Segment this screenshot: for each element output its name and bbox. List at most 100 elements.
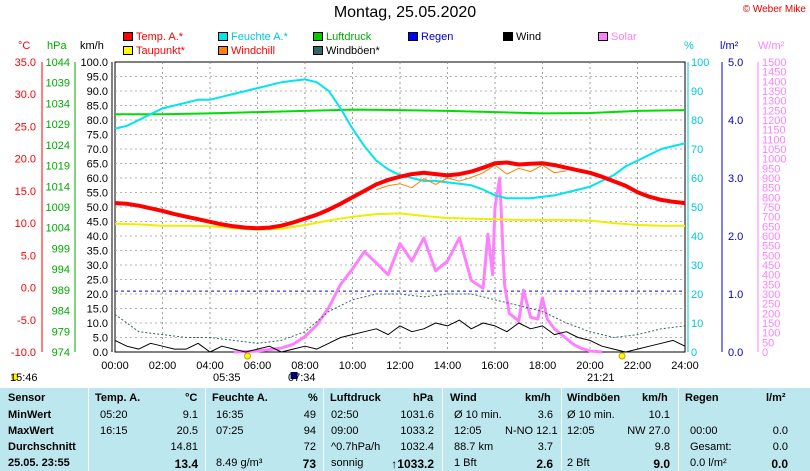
- left-time-label: 15:46: [10, 372, 38, 384]
- pressure-tick-label: 999: [52, 243, 70, 255]
- solar-tick-label: 1300: [762, 96, 786, 108]
- table-cell-w-label: 12:05: [454, 425, 482, 437]
- table-cell-label: Durchschnitt: [8, 441, 76, 453]
- wind-tick-label: 35.0: [87, 246, 108, 258]
- solar-tick-label: 1000: [762, 154, 786, 166]
- legend-swatch: [598, 32, 608, 41]
- wind-tick-label: 60.0: [87, 173, 108, 185]
- legend-item: Temp. A.*: [123, 31, 183, 43]
- legend-item: Solar: [598, 31, 637, 43]
- legend-label: Regen: [421, 31, 454, 43]
- solar-unit: W/m²: [758, 40, 785, 52]
- rain-tick-label: 5.0: [728, 57, 743, 69]
- x-tick-label: 14:00: [434, 360, 462, 372]
- x-tick-label: 16:00: [481, 360, 509, 372]
- solar-tick-label: 700: [762, 212, 780, 224]
- wind-tick-label: 40.0: [87, 231, 108, 243]
- pressure-tick-label: 1039: [46, 78, 70, 90]
- table-cell-w-dir: N-NO 12.1: [505, 425, 558, 437]
- solar-tick-label: 1100: [762, 134, 786, 146]
- legend-item: Feuchte A.*: [218, 31, 288, 43]
- hdr-gust: Windböen: [567, 392, 621, 404]
- solar-tick-label: 250: [762, 299, 780, 311]
- rain-unit: l/m²: [720, 40, 739, 52]
- pressure-tick-label: 1014: [46, 181, 70, 193]
- table-cell-g-val: 9.0: [653, 457, 670, 471]
- temp-unit: °C: [18, 40, 31, 52]
- legend-label: Windböen*: [326, 45, 380, 57]
- solar-tick-label: 1350: [762, 86, 786, 98]
- table-cell-g-label: Ø 10 min.: [567, 409, 615, 421]
- table-cell-label: 25.05. 23:55: [8, 457, 70, 469]
- solar-tick-label: 850: [762, 183, 780, 195]
- legend-swatch: [313, 46, 323, 55]
- legend-item: Windchill: [218, 45, 275, 57]
- wind-tick-label: 25.0: [87, 275, 108, 287]
- legend-swatch: [313, 32, 323, 41]
- table-cell-g-val: 9.8: [654, 441, 670, 453]
- hdr-humidity: Feuchte A.: [212, 392, 268, 404]
- temp-tick-label: -5.0: [17, 315, 36, 327]
- humidity-tick-label: 20: [691, 289, 703, 301]
- table-cell-h-time: 8.49 g/m³: [216, 457, 263, 469]
- table-cell-g-val: 10.1: [648, 409, 670, 421]
- pressure-tick-label: 1044: [46, 57, 70, 69]
- solar-tick-label: 1150: [762, 125, 786, 137]
- wind-tick-label: 0.0: [93, 347, 108, 359]
- legend-label: Feuchte A.*: [231, 31, 288, 43]
- humidity-tick-label: 80: [691, 115, 703, 127]
- solar-tick-label: 100: [762, 328, 780, 340]
- x-tick-label: 06:00: [244, 360, 272, 372]
- series-line-windchill: [376, 164, 567, 191]
- legend-swatch: [123, 32, 133, 41]
- temp-tick-label: 5.0: [21, 250, 36, 262]
- table-cell-p-val: ↑1033.2: [391, 457, 434, 471]
- solar-tick-label: 450: [762, 260, 780, 272]
- chart-title: Montag, 25.05.2020: [333, 4, 477, 21]
- table-cell-r-label: Gesamt:: [690, 441, 732, 453]
- table-cell-p-time: sonnig: [331, 457, 364, 469]
- table-cell-w-val: 2.6: [536, 457, 553, 471]
- table-cell-h-val: 73: [302, 457, 316, 471]
- table-cell-w-label: 1 Bft: [454, 457, 477, 469]
- table-cell-r-val: 0.0: [771, 457, 788, 471]
- table-cell-p-val: 1032.4: [400, 441, 434, 453]
- solar-tick-label: 750: [762, 202, 780, 214]
- table-cell-h-val: 49: [303, 409, 316, 421]
- solar-tick-label: 950: [762, 163, 780, 175]
- x-tick-label: 00:00: [101, 360, 129, 372]
- table-cell-t-val: 14.81: [170, 441, 198, 453]
- table-cell-g-label: 2 Bft: [567, 457, 590, 469]
- x-tick-label: 10:00: [339, 360, 367, 372]
- legend-swatch: [123, 46, 133, 55]
- solar-tick-label: 300: [762, 289, 780, 301]
- sunset-label: 21:21: [587, 372, 615, 384]
- table-cell-t-val: 13.4: [174, 457, 198, 471]
- temp-tick-label: 35.0: [15, 57, 36, 69]
- table-cell-p-val: 1031.6: [400, 409, 434, 421]
- wind-tick-label: 65.0: [87, 159, 108, 171]
- hdr-pressure-unit: hPa: [413, 392, 434, 404]
- chart-canvas: 00:00 02:00 04:00 06:00 08:00 10:00 12:00 14:00…: [11, 57, 786, 381]
- wind-tick-label: 85.0: [87, 101, 108, 113]
- temp-tick-label: 30.0: [15, 89, 36, 101]
- humidity-unit: %: [684, 40, 694, 52]
- solar-tick-label: 1050: [762, 144, 786, 156]
- humidity-tick-label: 10: [691, 318, 703, 330]
- table-cell-h-time: 16:35: [216, 409, 244, 421]
- wind-tick-label: 20.0: [87, 289, 108, 301]
- copyright-label: © Weber Mike: [742, 4, 806, 15]
- legend-swatch: [218, 32, 228, 41]
- humidity-tick-label: 0: [691, 347, 697, 359]
- rain-tick-label: 3.0: [728, 173, 743, 185]
- series-line-solar: [233, 176, 603, 354]
- humidity-tick-label: 30: [691, 260, 703, 272]
- legend-swatch: [408, 32, 418, 41]
- legend-label: Taupunkt*: [136, 45, 185, 57]
- solar-tick-label: 1500: [762, 57, 786, 69]
- solar-tick-label: 1250: [762, 105, 786, 117]
- weather-chart: 00:00 02:00 04:00 06:00 08:00 10:00 12:00 14:00…: [10, 4, 806, 384]
- hdr-gust-unit: km/h: [642, 392, 668, 404]
- hdr-rain-unit: l/m²: [766, 392, 786, 404]
- x-tick-label: 02:00: [149, 360, 177, 372]
